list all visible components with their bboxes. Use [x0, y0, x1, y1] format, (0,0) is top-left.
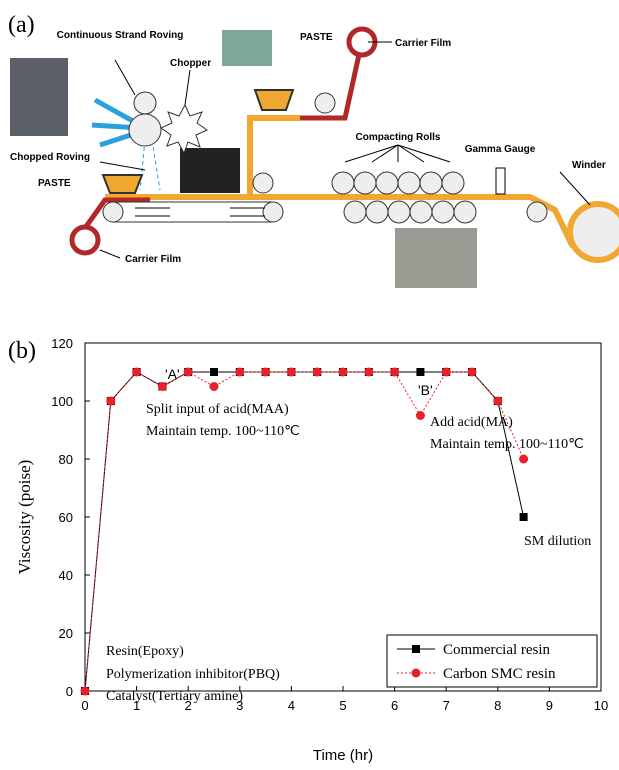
conveyor [113, 202, 273, 222]
y-tick-label: 20 [59, 626, 73, 641]
page: (a) [0, 0, 619, 770]
y-tick-label: 80 [59, 452, 73, 467]
photo [10, 58, 68, 136]
legend-label: Carbon SMC resin [443, 666, 556, 682]
annotation: Catalyst(Tertiary amine) [106, 689, 243, 704]
x-axis-label: Time (hr) [313, 747, 373, 764]
marker [184, 368, 193, 377]
marker [390, 368, 399, 377]
marker [442, 368, 451, 377]
hopper [103, 175, 142, 193]
y-tick-label: 100 [51, 394, 73, 409]
marker [339, 368, 348, 377]
marker [520, 513, 528, 521]
y-tick-label: 120 [51, 336, 73, 351]
marker [519, 455, 528, 464]
chopped-roving [152, 140, 160, 190]
legend-marker [412, 645, 420, 653]
annotation: Maintain temp. 100~110℃ [146, 424, 300, 439]
winder [570, 204, 619, 260]
x-tick-label: 5 [339, 698, 346, 713]
marker [313, 368, 322, 377]
annotation: 'A' [165, 366, 180, 382]
diagram-label: Carrier Film [125, 254, 181, 265]
diagram-label: Gamma Gauge [465, 144, 536, 155]
roll [263, 202, 283, 222]
diagram-label: PASTE [38, 178, 71, 189]
carrier-roll [72, 227, 98, 253]
roll [129, 114, 161, 146]
figure: (a) [0, 0, 619, 770]
diagram-label: Winder [572, 160, 606, 171]
diagram-label: Carrier Film [395, 38, 451, 49]
x-tick-label: 6 [391, 698, 398, 713]
annotation: SM dilution [524, 534, 591, 549]
photo [222, 30, 272, 66]
marker [81, 687, 90, 696]
photo [180, 148, 240, 193]
marker [132, 368, 141, 377]
roll [315, 93, 335, 113]
marker [416, 368, 424, 376]
marker [261, 368, 270, 377]
roll [103, 202, 123, 222]
marker [106, 397, 115, 406]
diagram-label: Chopped Roving [10, 152, 90, 163]
y-axis-label: Viscosity (poise) [15, 460, 34, 575]
roll [253, 173, 273, 193]
photo [395, 228, 477, 288]
marker [210, 368, 218, 376]
diagram-label: Continuous Strand Roving [57, 30, 184, 41]
diagram-label: PASTE [300, 32, 333, 43]
legend-marker [412, 669, 421, 678]
process-diagram: (a) [8, 12, 619, 288]
marker [235, 368, 244, 377]
panel-label: (a) [8, 12, 35, 38]
annotation: Add acid(MA) [430, 415, 513, 430]
marker [210, 382, 219, 391]
x-tick-label: 9 [546, 698, 553, 713]
roll [134, 92, 156, 114]
marker [364, 368, 373, 377]
x-tick-label: 0 [81, 698, 88, 713]
x-tick-label: 8 [494, 698, 501, 713]
x-tick-label: 7 [443, 698, 450, 713]
annotation: Maintain temp. 100~110℃ [430, 437, 584, 452]
hopper [255, 90, 293, 110]
marker [416, 411, 425, 420]
marker [158, 382, 167, 391]
annotation: Split input of acid(MAA) [146, 402, 289, 417]
diagram-label: Compacting Rolls [355, 132, 440, 143]
y-tick-label: 40 [59, 568, 73, 583]
chopper [161, 105, 207, 153]
y-tick-label: 60 [59, 510, 73, 525]
marker [493, 397, 502, 406]
chopped-roving [140, 140, 145, 190]
diagram-label: Chopper [170, 58, 211, 69]
x-tick-label: 10 [594, 698, 608, 713]
marker [468, 368, 477, 377]
panel-label: (b) [8, 338, 36, 364]
annotation: 'B' [418, 382, 433, 398]
legend-label: Commercial resin [443, 642, 551, 658]
x-tick-label: 4 [288, 698, 295, 713]
annotation: Resin(Epoxy) [106, 644, 184, 659]
marker [287, 368, 296, 377]
y-tick-label: 0 [66, 684, 73, 699]
annotation: Polymerization inhibitor(PBQ) [106, 667, 280, 682]
gamma-gauge [496, 168, 505, 194]
